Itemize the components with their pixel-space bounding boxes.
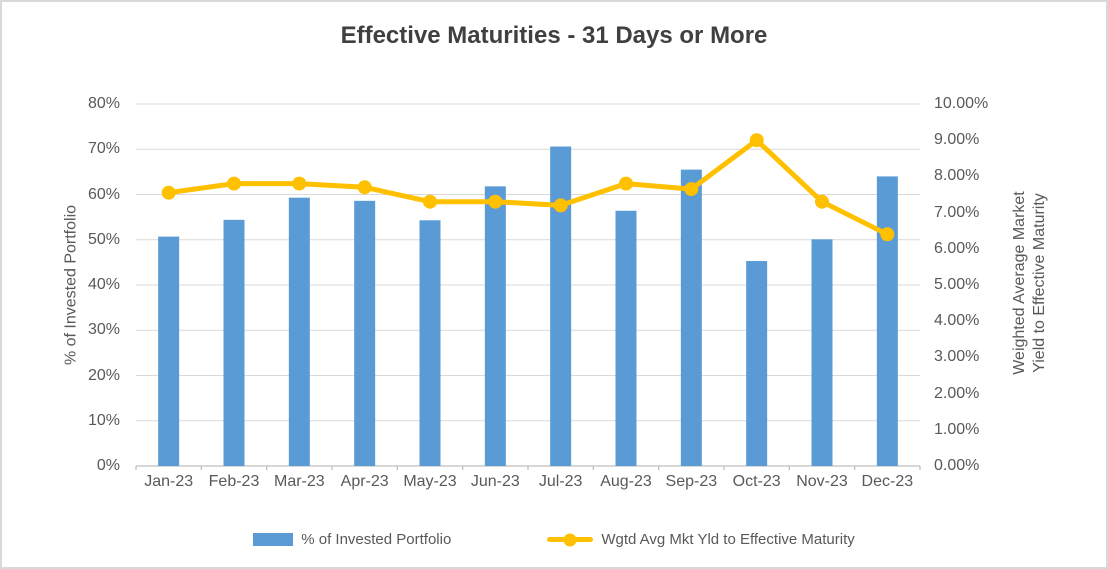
right-axis-tick-6.00%: 6.00%: [934, 239, 980, 257]
left-axis-tick-80%: 80%: [87, 95, 120, 112]
x-axis-tick-Aug-23: Aug-23: [600, 473, 652, 490]
line-marker-Oct-23: [749, 133, 764, 148]
right-axis-tick-2.00%: 2.00%: [934, 384, 980, 402]
line-marker-Feb-23: [227, 176, 241, 191]
bar-Jan-23: [158, 236, 180, 466]
left-axis-title: % of Invested Portfolio: [62, 204, 80, 366]
left-axis-tick-40%: 40%: [87, 276, 120, 293]
line-marker-Apr-23: [357, 180, 372, 195]
legend-label-yield: Wgtd Avg Mkt Yld to Effective Maturity: [601, 531, 855, 548]
line-marker-Aug-23: [619, 176, 633, 191]
right-axis-tick-4.00%: 4.00%: [934, 312, 980, 330]
line-series-swatch-icon: [547, 533, 594, 546]
x-axis-tick-Jun-23: Jun-23: [470, 473, 520, 490]
right-axis-tick-5.00%: 5.00%: [934, 276, 980, 293]
x-axis-tick-Sep-23: Sep-23: [665, 473, 718, 490]
line-marker-Sep-23: [684, 182, 699, 197]
right-axis-tick-9.00%: 9.00%: [934, 131, 980, 149]
left-axis-tick-30%: 30%: [87, 321, 120, 339]
x-axis-tick-Nov-23: Nov-23: [796, 473, 848, 490]
line-marker-Jan-23: [161, 185, 176, 200]
left-axis-tick-70%: 70%: [87, 140, 120, 158]
legend-label-portfolio: % of Invested Portfolio: [301, 531, 452, 548]
bar-Jun-23: [484, 186, 506, 467]
x-axis-tick-Jul-23: Jul-23: [538, 473, 583, 490]
x-axis-tick-Mar-23: Mar-23: [273, 473, 325, 490]
bar-Sep-23: [680, 169, 702, 467]
bar-Mar-23: [288, 197, 310, 467]
bar-series-swatch-icon: [253, 533, 294, 546]
right-axis-tick-8.00%: 8.00%: [934, 167, 980, 185]
left-axis-tick-60%: 60%: [87, 185, 120, 203]
right-axis-title-line1: Weighted Average Market: [1011, 191, 1028, 375]
legend: % of Invested Portfolio Wgtd Avg Mkt Yld…: [2, 531, 1106, 548]
line-marker-Dec-23: [880, 227, 895, 242]
right-axis-tick-0.00%: 0.00%: [934, 457, 980, 474]
x-axis-tick-Dec-23: Dec-23: [861, 473, 914, 490]
right-axis-tick-1.00%: 1.00%: [934, 420, 980, 438]
x-axis-tick-Apr-23: Apr-23: [340, 473, 389, 490]
bar-Aug-23: [615, 210, 637, 466]
line-marker-Jun-23: [488, 194, 503, 209]
bar-Apr-23: [354, 200, 376, 466]
x-axis-tick-Oct-23: Oct-23: [732, 473, 781, 490]
left-axis-tick-10%: 10%: [87, 411, 120, 429]
bar-May-23: [419, 220, 441, 466]
bar-Oct-23: [746, 261, 768, 466]
line-marker-Mar-23: [292, 176, 307, 191]
left-axis-tick-0%: 0%: [96, 457, 120, 474]
bar-Feb-23: [223, 219, 245, 466]
bar-Jul-23: [550, 146, 572, 466]
chart-title: Effective Maturities - 31 Days or More: [340, 22, 768, 49]
line-marker-May-23: [423, 194, 437, 209]
legend-item-portfolio: % of Invested Portfolio: [253, 531, 451, 548]
yield-line: [166, 137, 890, 237]
left-axis-tick-50%: 50%: [87, 230, 120, 248]
x-axis-tick-Jan-23: Jan-23: [144, 473, 194, 490]
bar-Dec-23: [876, 176, 898, 466]
right-axis-tick-7.00%: 7.00%: [934, 203, 980, 221]
line-marker-Jul-23: [553, 198, 568, 213]
legend-item-yield: Wgtd Avg Mkt Yld to Effective Maturity: [547, 531, 855, 548]
right-axis-title: Weighted Average Market Yield to Effecti…: [1010, 83, 1050, 483]
line-series-marker-icon: [563, 533, 577, 546]
x-axis-tick-May-23: May-23: [403, 473, 457, 490]
line-marker-Nov-23: [815, 194, 829, 209]
right-axis-tick-10.00%: 10.00%: [934, 95, 989, 112]
right-axis-tick-3.00%: 3.00%: [934, 348, 980, 366]
right-axis-title-line2: Yield to Effective Maturity: [1031, 193, 1048, 373]
left-axis-tick-20%: 20%: [87, 366, 120, 384]
bar-Nov-23: [811, 239, 833, 466]
x-axis-tick-Feb-23: Feb-23: [208, 473, 260, 490]
